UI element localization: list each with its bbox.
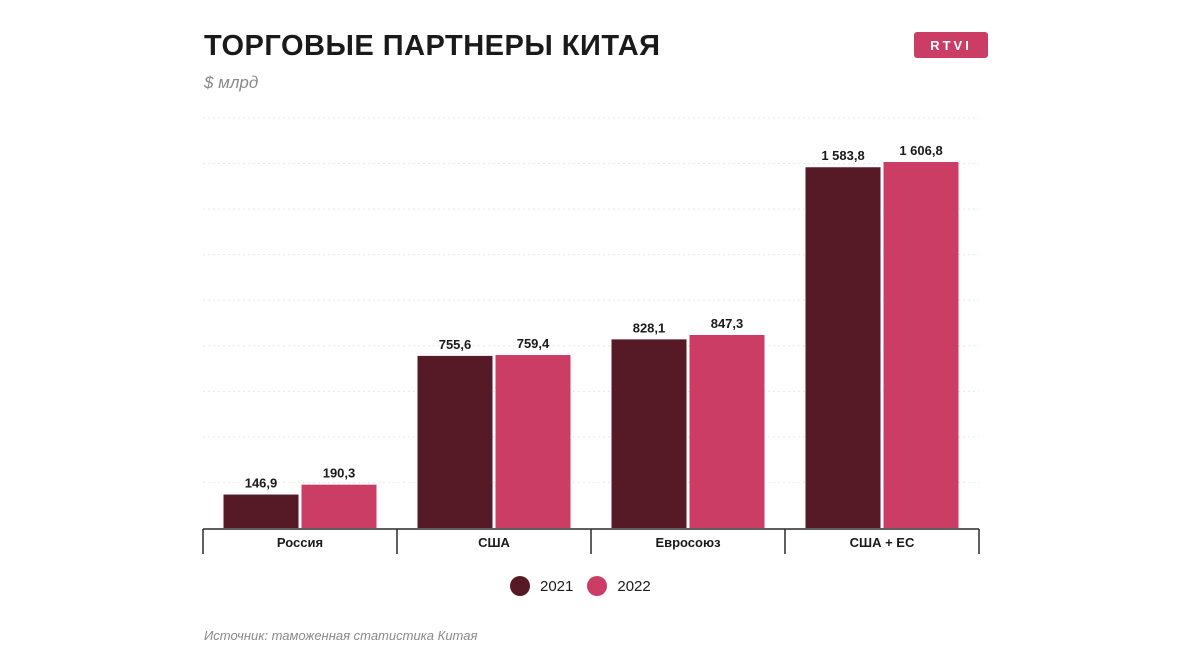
category-label: Россия: [277, 535, 323, 550]
x-axis: Россия США Евросоюз США + ЕС: [202, 528, 980, 554]
legend-label-2021: 2021: [540, 577, 574, 595]
bar-2021: [611, 339, 687, 528]
bar-chart: 146,9 190,3 755,6 759,4 828,1 847,3 1 583,8 1 6…: [202, 117, 980, 554]
value-labels: 146,9 190,3 755,6 759,4 828,1 847,3 1 583,8 1 6…: [245, 143, 943, 491]
source-note: Источник: таможенная статистика Китая: [204, 628, 478, 643]
bar-2022: [495, 355, 571, 528]
value-label: 759,4: [517, 336, 550, 351]
bar-2022: [301, 484, 377, 528]
bar-2021: [805, 167, 881, 529]
legend-label-2022: 2022: [617, 577, 651, 595]
value-label: 847,3: [711, 316, 744, 331]
unit-label: $ млрд: [204, 73, 259, 92]
category-label: США + ЕС: [850, 535, 915, 550]
bar-2021: [417, 355, 493, 528]
chart-card: ТОРГОВЫЕ ПАРТНЕРЫ КИТАЯ $ млрд RTVI 146,…: [150, 0, 1035, 655]
legend-swatch-2021: [510, 576, 530, 596]
bar-2021: [223, 494, 299, 528]
legend: 2021 2022: [510, 575, 651, 597]
legend-swatch-2022: [587, 576, 608, 596]
value-label: 190,3: [323, 466, 356, 481]
bar-2022: [689, 335, 765, 528]
value-label: 755,6: [439, 337, 472, 352]
legend-item-2021: 2021: [510, 576, 573, 596]
value-label: 828,1: [633, 320, 666, 335]
value-label: 1 606,8: [899, 143, 942, 158]
category-label: США: [478, 535, 510, 550]
chart-title: ТОРГОВЫЕ ПАРТНЕРЫ КИТАЯ: [204, 30, 661, 62]
category-label: Евросоюз: [655, 535, 721, 550]
legend-item-2022: 2022: [587, 576, 651, 596]
bars-group: [223, 162, 959, 529]
value-label: 1 583,8: [821, 148, 864, 163]
rtvi-logo: RTVI: [914, 32, 988, 58]
bar-2022: [883, 162, 959, 529]
value-label: 146,9: [245, 476, 278, 491]
